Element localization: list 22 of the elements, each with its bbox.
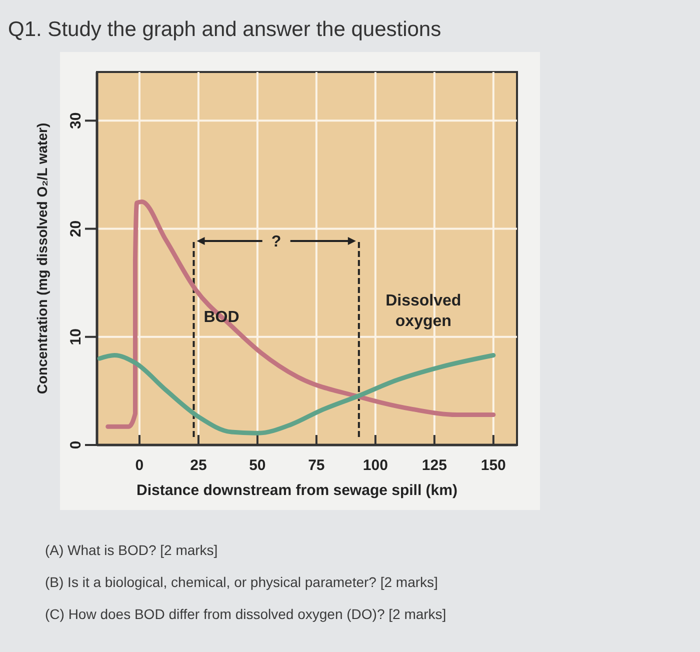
line-series xyxy=(106,199,496,429)
text: (C) How does BOD differ from dissolved oxygen (DO)? [2 marks] xyxy=(45,606,446,622)
series-label: Dissolved oxygen xyxy=(386,292,462,330)
x-tick-label: 0 xyxy=(135,457,144,474)
y-axis-title: Concentration (mg dissolved O₂/L water) xyxy=(34,122,50,394)
x-tick-label: 125 xyxy=(422,457,447,474)
annotation: ? xyxy=(271,234,282,251)
x-tick-label: 25 xyxy=(190,457,207,474)
y-tick-label: 0 xyxy=(67,440,84,450)
y-tick-label: 10 xyxy=(67,328,84,346)
x-tick-label: 50 xyxy=(249,457,266,474)
chart-title: Q1. Study the graph and answer the questions xyxy=(8,18,442,41)
x-tick-label: 150 xyxy=(480,457,506,474)
x-tick-label: 100 xyxy=(362,457,388,474)
y-tick-label: 20 xyxy=(67,220,84,238)
x-tick-label: 75 xyxy=(308,457,325,474)
x-axis-title: Distance downstream from sewage spill (km) xyxy=(136,482,458,499)
y-tick-label: 30 xyxy=(67,112,84,129)
series-label: BOD xyxy=(204,309,240,326)
line-series xyxy=(97,353,496,436)
text: (B) Is it a biological, chemical, or physical parameter? [2 marks] xyxy=(45,574,438,590)
text: (A) What is BOD? [2 marks] xyxy=(45,542,218,558)
